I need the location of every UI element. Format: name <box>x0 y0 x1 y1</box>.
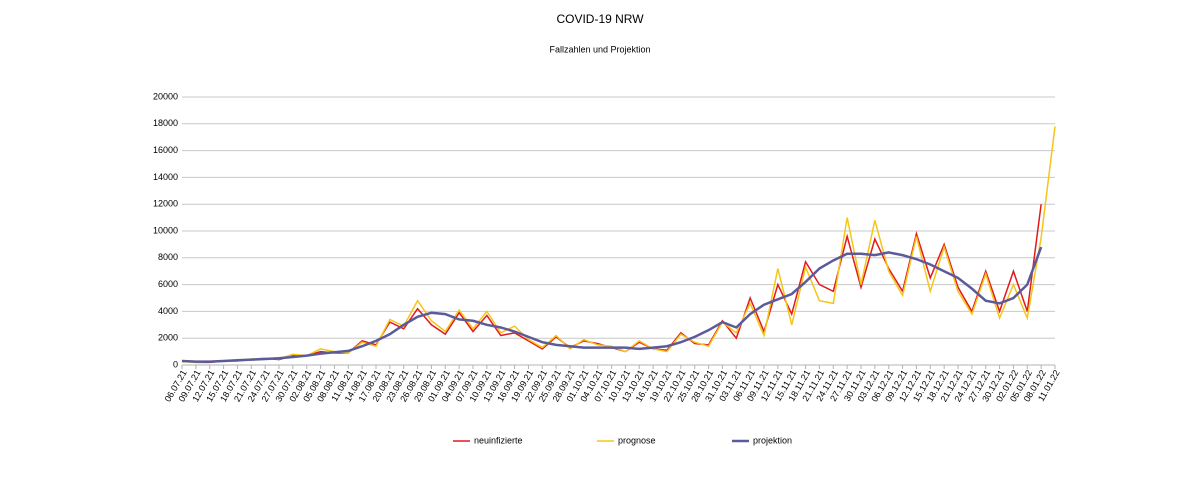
legend-label: neuinfizierte <box>474 435 523 445</box>
y-tick-label: 10000 <box>153 225 178 235</box>
y-tick-label: 20000 <box>153 91 178 101</box>
y-tick-label: 18000 <box>153 118 178 128</box>
chart-title: COVID-19 NRW <box>556 12 644 26</box>
y-tick-label: 12000 <box>153 199 178 209</box>
series-line <box>181 126 1056 364</box>
legend-label: projektion <box>753 435 792 445</box>
series-line <box>181 246 1043 363</box>
y-tick-label: 8000 <box>158 252 178 262</box>
y-tick-label: 4000 <box>158 306 178 316</box>
y-tick-label: 2000 <box>158 333 178 343</box>
legend-label: prognose <box>618 435 656 445</box>
y-tick-label: 6000 <box>158 279 178 289</box>
chart-subtitle: Fallzahlen und Projektion <box>549 44 650 54</box>
y-tick-label: 16000 <box>153 145 178 155</box>
y-tick-label: 14000 <box>153 172 178 182</box>
y-tick-label: 0 <box>173 359 178 369</box>
